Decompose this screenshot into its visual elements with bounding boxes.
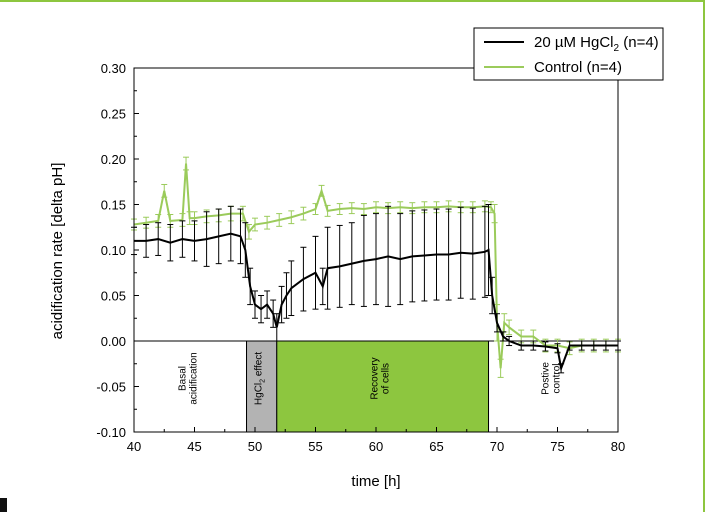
y-tick-label-2: 0.00 xyxy=(101,334,126,349)
x-axis-title: time [h] xyxy=(351,473,400,490)
region-label-3-line-1: control xyxy=(551,363,562,393)
legend-box xyxy=(473,27,664,81)
legend-label-hgcl2-sub: 2 xyxy=(614,43,620,54)
region-label-0: Basalacidification xyxy=(177,352,199,404)
y-tick-label-4: 0.10 xyxy=(101,243,126,258)
region-label-2-line-1: of cells xyxy=(381,363,392,394)
y-tick-label-3: 0.05 xyxy=(101,289,126,304)
x-tick-label-0: 40 xyxy=(127,439,141,454)
y-tick-label-6: 0.20 xyxy=(101,152,126,167)
region-3 xyxy=(488,340,619,433)
legend-label-hgcl2-main: 20 µM HgCl xyxy=(534,34,614,51)
region-label-1-main: HgCl xyxy=(254,383,265,405)
y-tick-label-8: 0.30 xyxy=(101,61,126,76)
region-2 xyxy=(276,340,490,433)
corner-mark xyxy=(0,498,7,512)
x-tick-label-6: 70 xyxy=(490,439,504,454)
x-tick-label-5: 65 xyxy=(429,439,443,454)
y-axis-title: acidification rate [delta pH] xyxy=(49,163,66,340)
axes-layer: 40 45 50 55 60 65 70 75 80 -0.10 -0.05 0.00 0.05 0.10… xyxy=(96,61,625,454)
series-0 xyxy=(131,204,621,374)
y-tick-label-0: -0.10 xyxy=(96,425,126,440)
region-label-2-line-0: Recovery xyxy=(370,357,381,399)
legend: 20 µM HgCl2 (n=4) Control (n=4) xyxy=(473,27,664,81)
y-tick-label-7: 0.25 xyxy=(101,107,126,122)
series-line-0 xyxy=(134,232,618,373)
region-label-1: HgCl2 effect xyxy=(254,352,267,405)
x-tick-label-8: 80 xyxy=(611,439,625,454)
legend-label-hgcl2-tail: (n=4) xyxy=(619,34,659,51)
x-tick-label-2: 50 xyxy=(248,439,262,454)
region-label-1-sub: 2 xyxy=(260,379,267,383)
x-tick-label-1: 45 xyxy=(187,439,201,454)
region-label-0-line-1: acidification xyxy=(188,352,199,404)
x-tick-label-3: 55 xyxy=(308,439,322,454)
legend-label-control: Control (n=4) xyxy=(534,59,622,76)
right-border xyxy=(703,0,705,512)
legend-label-hgcl2: 20 µM HgCl2 (n=4) xyxy=(534,34,659,54)
series-layer xyxy=(131,156,621,378)
top-border xyxy=(0,0,705,2)
region-label-0-line-0: Basal xyxy=(177,366,188,391)
y-tick-label-1: -0.05 xyxy=(96,380,126,395)
region-label-1-tail: effect xyxy=(254,352,265,379)
regions-layer: Basalacidification HgCl2 effect Recoveryof… xyxy=(133,340,619,433)
region-label-2: Recoveryof cells xyxy=(370,357,392,399)
y-tick-label-5: 0.15 xyxy=(101,198,126,213)
series-line-1 xyxy=(133,163,618,369)
region-label-3: Postivecontrol xyxy=(540,362,562,395)
region-label-3-line-0: Postive xyxy=(540,362,551,395)
x-tick-label-7: 75 xyxy=(550,439,564,454)
x-tick-label-4: 60 xyxy=(369,439,383,454)
